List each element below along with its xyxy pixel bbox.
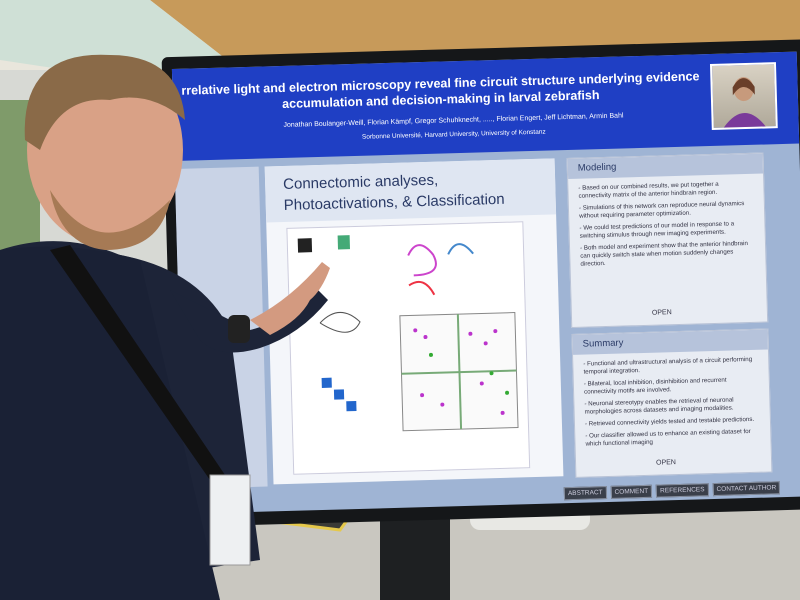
summary-bullets: - Functional and ultrastructural analysi… <box>583 356 756 453</box>
modeling-heading: Modeling <box>567 153 764 180</box>
summary-heading: Summary <box>572 329 768 355</box>
bullet: - Functional and ultrastructural analysi… <box>583 355 753 376</box>
bullet: - Neuronal stereotypy enables the retrie… <box>584 396 734 416</box>
bullet: - Simulations of this network can reprod… <box>578 200 745 220</box>
poster-button[interactable]: CONTACT AUTHOR <box>712 481 781 497</box>
author-photo <box>709 62 778 130</box>
button-bar: ABSTRACT COMMENT REFERENCES CONTACT AUTHOR <box>563 476 800 501</box>
figure-graphics <box>297 235 519 432</box>
poster-button[interactable]: REFERENCES <box>655 483 709 498</box>
center-panel: Connectomic analyses, Photoactivations, … <box>264 158 564 485</box>
left-column <box>174 166 268 489</box>
poster-button[interactable]: COMMENT <box>610 484 653 499</box>
bullet: - Our classifier allowed us to enhance a… <box>585 428 751 448</box>
modeling-box: Modeling - Based on our combined results… <box>566 152 769 328</box>
author-figure <box>723 77 766 128</box>
bullet: - Based on our combined results, we put … <box>578 180 719 200</box>
monitor: rrelative light and electron microscopy … <box>161 38 800 528</box>
poster-title: rrelative light and electron microscopy … <box>181 69 700 111</box>
open-button[interactable]: OPEN <box>655 459 677 467</box>
center-panel-heading: Connectomic analyses, Photoactivations, … <box>282 171 505 214</box>
bullet: - Retrieved connectivity yields tested a… <box>584 415 755 428</box>
poster-button[interactable]: ABSTRACT <box>563 486 607 501</box>
screen: rrelative light and electron microscopy … <box>171 51 800 514</box>
bullet: - Bilateral, local inhibition, disinhibi… <box>583 376 727 396</box>
bullet: - Both model and experiment show that th… <box>579 240 748 268</box>
center-panel-header: Connectomic analyses, Photoactivations, … <box>264 158 557 223</box>
bullet: - We could test predictions of our model… <box>579 220 735 240</box>
modeling-bullets: - Based on our combined results, we put … <box>578 180 750 273</box>
open-button[interactable]: OPEN <box>651 309 672 317</box>
poster-header: rrelative light and electron microscopy … <box>171 51 800 161</box>
figure <box>286 221 531 475</box>
summary-box: Summary - Functional and ultrastructural… <box>571 328 773 478</box>
